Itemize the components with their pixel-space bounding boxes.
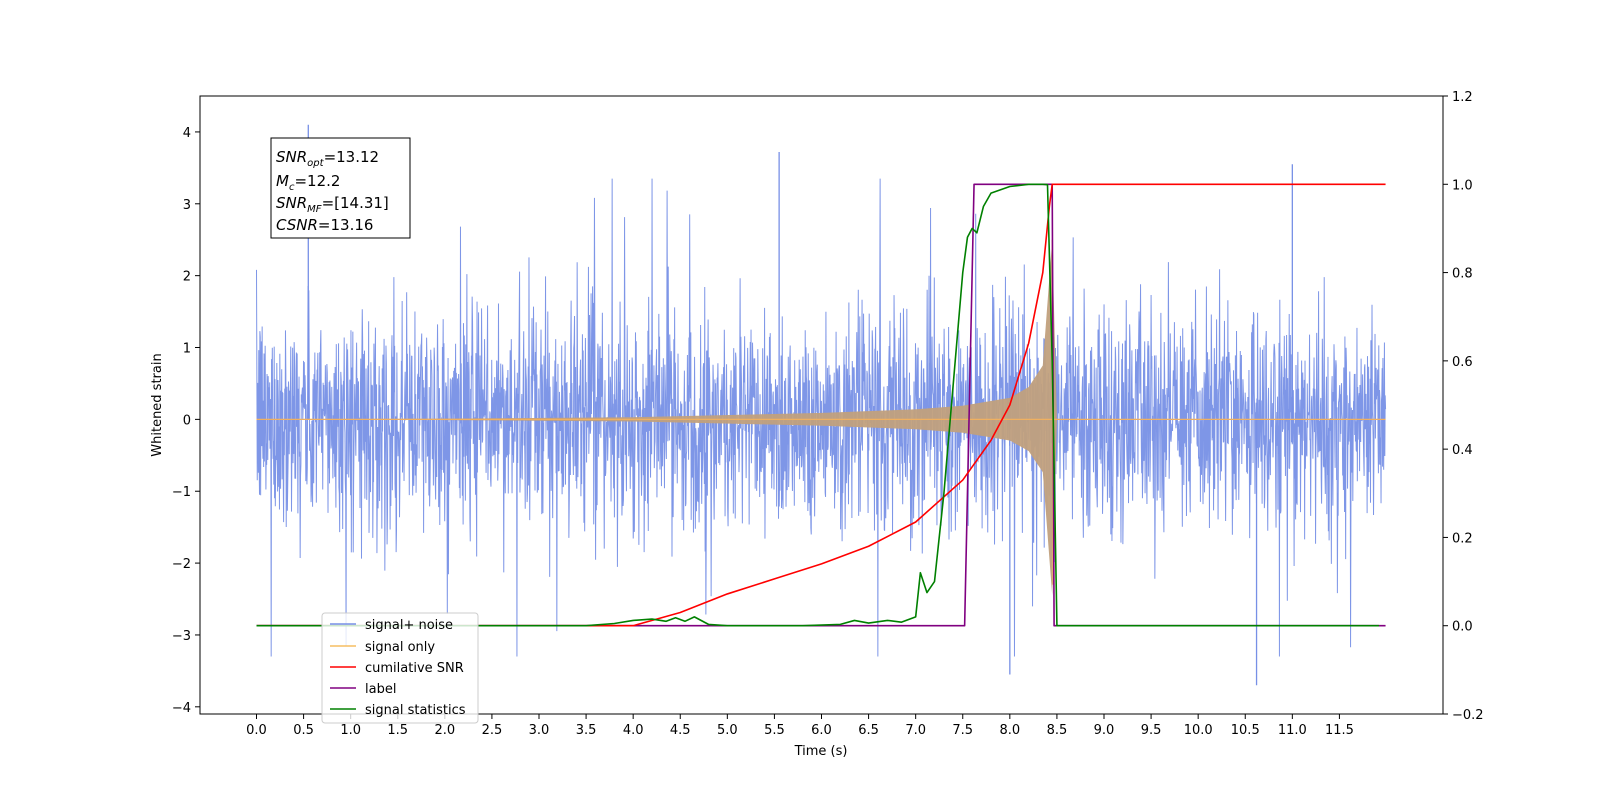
x-tick-label: 10.5	[1231, 723, 1260, 738]
annotation-box: SNRopt=13.12 Mc=12.2 SNRMF=[14.31] CSNR=…	[270, 137, 411, 239]
y2-tick-label: 1.2	[1452, 90, 1473, 105]
y-axis-label: Whitened strain	[150, 353, 165, 456]
y-tick-label: 2	[183, 270, 191, 285]
y2-tick-label: 0.2	[1452, 531, 1473, 546]
x-tick-label: 8.0	[999, 723, 1020, 738]
x-tick-label: 11.0	[1278, 723, 1307, 738]
x-tick-label: 1.0	[340, 723, 361, 738]
y-tick-label: −4	[172, 701, 191, 716]
x-tick-label: 0.0	[246, 723, 267, 738]
series-layer	[256, 124, 1387, 686]
x-tick-label: 10.0	[1184, 723, 1213, 738]
annotation-snr-opt: SNRopt=13.12	[276, 148, 379, 169]
x-axis-label: Time (s)	[794, 744, 848, 759]
annotation-frame	[270, 137, 411, 239]
x-tick-label: 3.5	[576, 723, 597, 738]
legend-entry-signal-noise: signal+ noise	[330, 618, 453, 633]
y-tick-label: −1	[172, 485, 191, 500]
x-tick-label: 6.0	[811, 723, 832, 738]
y-tick-label: 1	[183, 342, 191, 357]
series-cumilative-snr	[256, 183, 1386, 627]
y2-tick-label: −0.2	[1452, 708, 1484, 723]
y2-tick-label: 0.0	[1452, 620, 1473, 635]
x-tick-label: 0.5	[293, 723, 314, 738]
y2-tick-label: 0.6	[1452, 355, 1473, 370]
annotation-mc: Mc=12.2	[276, 172, 340, 193]
legend-label-cumilative-snr: cumilative SNR	[365, 661, 464, 676]
x-tick-label: 7.0	[905, 723, 926, 738]
x-tick-label: 4.0	[623, 723, 644, 738]
y-axis-ticks: −4 −3 −2 −1 0 1 2 3 4	[172, 126, 200, 716]
x-tick-label: 3.0	[529, 723, 550, 738]
x-tick-label: 4.5	[670, 723, 691, 738]
x-tick-label: 5.5	[764, 723, 785, 738]
y-tick-label: 4	[183, 126, 191, 141]
y2-axis-ticks: −0.2 0.0 0.2 0.4 0.6 0.8 1.0 1.2	[1443, 90, 1484, 723]
x-tick-label: 11.5	[1325, 723, 1354, 738]
y-tick-label: 3	[183, 198, 191, 213]
x-tick-label: 1.5	[387, 723, 408, 738]
legend: signal+ noise signal only cumilative SNR…	[321, 612, 479, 724]
legend-entry-signal-only: signal only	[330, 640, 435, 655]
legend-entry-cumilative-snr: cumilative SNR	[330, 661, 464, 676]
annotation-snr-mf: SNRMF=[14.31]	[276, 194, 389, 215]
x-tick-label: 2.5	[482, 723, 503, 738]
legend-entry-label: label	[330, 682, 396, 697]
legend-frame	[321, 612, 479, 724]
y2-tick-label: 0.8	[1452, 267, 1473, 282]
x-tick-label: 7.5	[952, 723, 973, 738]
legend-label-label: label	[365, 682, 396, 697]
x-tick-label: 9.0	[1094, 723, 1115, 738]
x-axis-ticks: 0.0 0.5 1.0 1.5 2.0 2.5 3.0 3.5 4.0 4.5 5.0 5.5 6.0 6…	[246, 714, 1354, 738]
x-tick-label: 8.5	[1047, 723, 1068, 738]
series-signal-statistics	[256, 183, 1379, 627]
x-tick-label: 9.5	[1141, 723, 1162, 738]
legend-entry-signal-statistics: signal statistics	[330, 703, 466, 718]
y-tick-label: 0	[183, 413, 191, 428]
x-tick-label: 6.5	[858, 723, 879, 738]
series-signal-noise	[256, 178, 1387, 657]
legend-label-signal-statistics: signal statistics	[365, 703, 466, 718]
annotation-csnr: CSNR=13.16	[276, 216, 373, 234]
y2-tick-label: 0.4	[1452, 443, 1473, 458]
y2-tick-label: 1.0	[1452, 178, 1473, 193]
legend-label-signal-only: signal only	[365, 640, 435, 655]
y-tick-label: −2	[172, 557, 191, 572]
x-tick-label: 2.0	[434, 723, 455, 738]
x-tick-label: 5.0	[717, 723, 738, 738]
legend-label-signal-noise: signal+ noise	[365, 618, 453, 633]
y-tick-label: −3	[172, 629, 191, 644]
series-signal-only-envelope	[256, 239, 1387, 596]
